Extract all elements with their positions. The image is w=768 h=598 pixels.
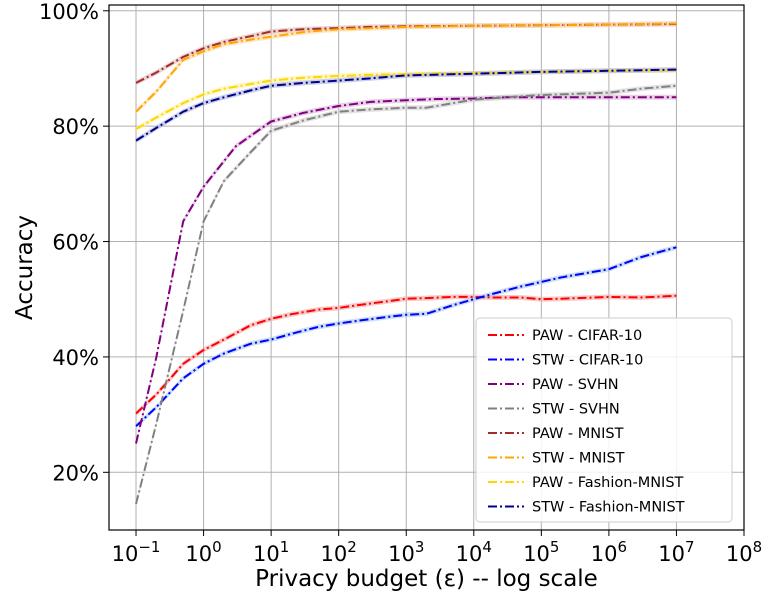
y-tick-label: 80%	[52, 115, 99, 139]
legend-label: STW - Fashion-MNIST	[532, 500, 685, 516]
y-tick-label: 60%	[52, 231, 99, 255]
x-tick-label: 100	[185, 538, 221, 566]
legend-label: PAW - SVHN	[532, 377, 619, 393]
legend-label: PAW - MNIST	[532, 426, 624, 442]
plot-frame	[108, 4, 745, 531]
y-axis-label: Accuracy	[12, 215, 38, 320]
x-tick-label: 108	[726, 538, 762, 566]
x-tick-label: 103	[388, 538, 424, 566]
legend-label: PAW - CIFAR-10	[532, 328, 642, 344]
y-axis: 20% 40% 60% 80% 100%	[39, 0, 109, 485]
x-tick-label: 10−1	[112, 538, 161, 566]
x-tick-label: 105	[523, 538, 559, 566]
x-axis-label: Privacy budget (ε) -- log scale	[255, 566, 598, 592]
y-tick-label: 100%	[39, 0, 99, 24]
x-tick-label: 107	[658, 538, 694, 566]
y-tick-label: 20%	[52, 461, 99, 485]
legend: PAW - CIFAR-10 STW - CIFAR-10 PAW - SVHN S…	[475, 317, 733, 523]
confidence-band	[136, 67, 677, 144]
y-tick-label: 40%	[52, 346, 99, 370]
series-line	[135, 96, 677, 444]
series-line	[135, 246, 677, 427]
series-lines	[135, 22, 677, 505]
legend-label: STW - MNIST	[532, 451, 625, 467]
legend-label: STW - CIFAR-10	[532, 353, 643, 369]
series-line	[135, 294, 677, 415]
x-tick-label: 104	[456, 538, 492, 566]
legend-box	[475, 317, 733, 523]
series-line	[135, 68, 677, 142]
series-line	[135, 84, 677, 505]
x-tick-label: 106	[591, 538, 627, 566]
legend-label: PAW - Fashion-MNIST	[532, 475, 684, 491]
series-line	[135, 22, 677, 113]
legend-label: STW - SVHN	[532, 402, 620, 418]
confidence-band	[136, 244, 677, 429]
confidence-bands	[136, 21, 677, 507]
x-axis: 10−1 100 101 102 103 104 105 106 107 108	[112, 530, 762, 566]
x-tick-label: 101	[253, 538, 289, 566]
x-tick-label: 102	[321, 538, 357, 566]
